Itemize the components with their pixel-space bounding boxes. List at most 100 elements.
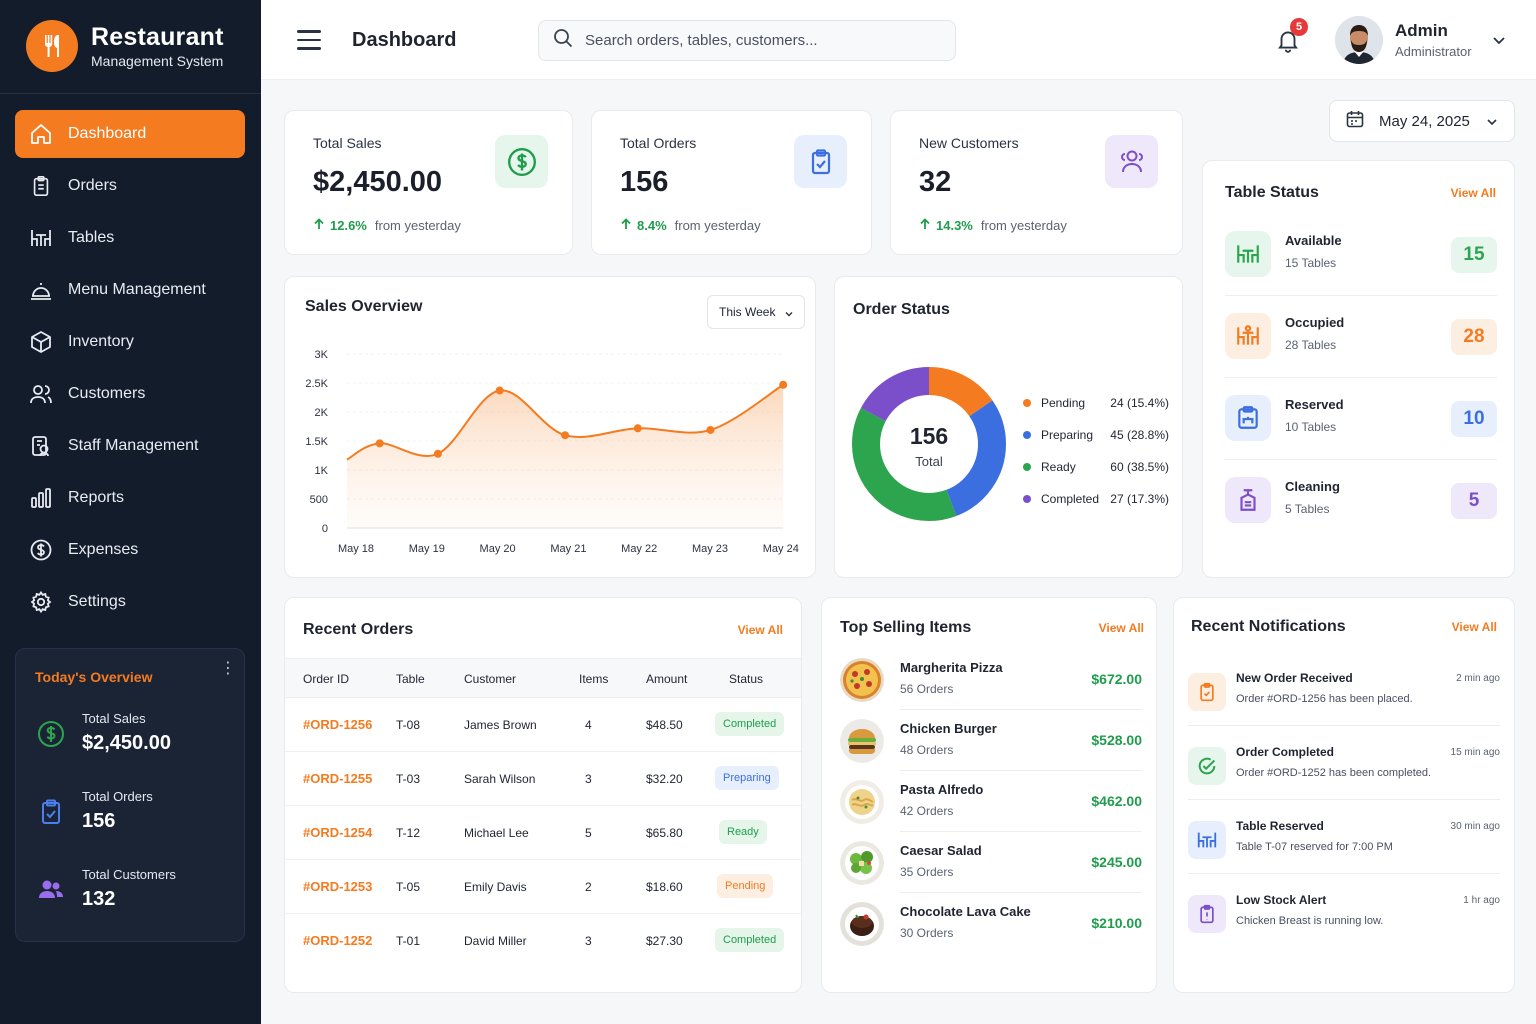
item-orders: 42 Orders — [900, 804, 954, 818]
stat-change: 14.3% from yesterday — [919, 218, 1067, 233]
stat-label: Total Orders — [620, 135, 697, 151]
view-all-link[interactable]: View All — [737, 623, 783, 637]
y-tick-label: 500 — [310, 494, 328, 506]
notification-item[interactable]: Low Stock Alert Chicken Breast is runnin… — [1188, 893, 1500, 953]
table-row[interactable]: #ORD-1256 T-08 James Brown 4 $48.50 Comp… — [285, 698, 801, 752]
divider — [900, 831, 1142, 832]
view-all-link[interactable]: View All — [1098, 621, 1144, 635]
sidebar-item-settings[interactable]: Settings — [15, 578, 245, 626]
item-orders: 35 Orders — [900, 865, 954, 879]
sales-data-point[interactable] — [433, 449, 442, 458]
item-name: Margherita Pizza — [900, 660, 1003, 675]
notification-item[interactable]: Order Completed Order #ORD-1252 has been… — [1188, 745, 1500, 805]
sidebar-item-staff-management[interactable]: Staff Management — [15, 422, 245, 470]
table-status-cleaning[interactable]: Cleaning 5 Tables 5 — [1225, 471, 1497, 531]
status-sub: 28 Tables — [1285, 338, 1337, 352]
table-status-reserved[interactable]: Reserved 10 Tables 10 — [1225, 389, 1497, 449]
table-status-available[interactable]: Available 15 Tables 15 — [1225, 225, 1497, 285]
notification-item[interactable]: Table Reserved Table T-07 reserved for 7… — [1188, 819, 1500, 879]
order-status-card: Order Status 156 Total Pending 24 (15.4%)… — [834, 276, 1183, 578]
list-item[interactable]: Chicken Burger 48 Orders $528.00 — [840, 711, 1142, 771]
status-sub: 15 Tables — [1285, 256, 1337, 270]
table-icon — [1188, 821, 1226, 859]
notification-time: 30 min ago — [1450, 821, 1500, 832]
search-input[interactable] — [585, 32, 925, 49]
table-row[interactable]: #ORD-1252 T-01 David Miller 3 $27.30 Com… — [285, 914, 801, 968]
reserved-icon — [1225, 395, 1271, 441]
table-row[interactable]: #ORD-1253 T-05 Emily Davis 2 $18.60 Pend… — [285, 860, 801, 914]
stat-value: 156 — [620, 166, 669, 198]
menu-toggle-icon[interactable] — [297, 30, 321, 56]
clipboard-check-icon — [794, 135, 847, 188]
sales-data-point[interactable] — [633, 424, 642, 433]
order-id-link[interactable]: #ORD-1256 — [303, 717, 373, 732]
list-item[interactable]: Chocolate Lava Cake 30 Orders $210.00 — [840, 894, 1142, 954]
y-tick-label: 1.5K — [305, 436, 328, 448]
order-id-link[interactable]: #ORD-1254 — [303, 825, 373, 840]
bell-icon[interactable] — [1275, 27, 1301, 58]
sidebar-item-reports[interactable]: Reports — [15, 474, 245, 522]
occupied-table-icon — [1225, 313, 1271, 359]
avatar[interactable] — [1335, 16, 1383, 64]
date-picker[interactable]: May 24, 2025 — [1329, 100, 1515, 142]
sales-data-point[interactable] — [706, 425, 715, 434]
legend-dot — [1023, 431, 1031, 439]
sidebar-item-orders[interactable]: Orders — [15, 162, 245, 210]
legend-label: Ready — [1041, 460, 1076, 474]
chevron-down-icon[interactable] — [1492, 33, 1506, 52]
donut-segment-ready[interactable] — [852, 367, 1006, 521]
donut-total: 156 — [910, 423, 948, 449]
list-item[interactable]: Pasta Alfredo 42 Orders $462.00 — [840, 772, 1142, 832]
view-all-link[interactable]: View All — [1451, 620, 1497, 634]
table-status-occupied[interactable]: Occupied 28 Tables 28 — [1225, 307, 1497, 367]
status-badge: Preparing — [715, 766, 779, 790]
cell-customer: Michael Lee — [464, 826, 529, 840]
sales-data-point[interactable] — [779, 380, 788, 389]
cell-table: T-05 — [396, 880, 421, 894]
user-role: Administrator — [1395, 44, 1472, 59]
donut-segment-completed[interactable] — [852, 367, 1006, 521]
calendar-icon — [1345, 109, 1365, 133]
sidebar-item-label: Staff Management — [68, 437, 199, 454]
sidebar-item-tables[interactable]: Tables — [15, 214, 245, 262]
sidebar-item-inventory[interactable]: Inventory — [15, 318, 245, 366]
search-bar[interactable] — [538, 20, 956, 61]
status-badge: Completed — [715, 712, 785, 736]
list-item[interactable]: Caesar Salad 35 Orders $245.00 — [840, 833, 1142, 893]
sales-data-point[interactable] — [375, 439, 384, 448]
arrow-up-icon — [919, 218, 931, 233]
more-options-icon[interactable]: ⋮ — [220, 660, 236, 677]
item-name: Chocolate Lava Cake — [900, 904, 1031, 919]
donut-segment-preparing[interactable] — [852, 367, 1006, 521]
sidebar-item-customers[interactable]: Customers — [15, 370, 245, 418]
notification-item[interactable]: New Order Received Order #ORD-1256 has b… — [1188, 671, 1500, 731]
divider — [0, 93, 261, 94]
order-id-link[interactable]: #ORD-1255 — [303, 771, 373, 786]
sidebar-item-expenses[interactable]: Expenses — [15, 526, 245, 574]
sidebar-item-menu-management[interactable]: Menu Management — [15, 266, 245, 314]
table-row[interactable]: #ORD-1254 T-12 Michael Lee 5 $65.80 Read… — [285, 806, 801, 860]
table-row[interactable]: #ORD-1255 T-03 Sarah Wilson 3 $32.20 Pre… — [285, 752, 801, 806]
order-id-link[interactable]: #ORD-1252 — [303, 933, 373, 948]
range-select[interactable]: This Week — [707, 295, 805, 329]
sales-data-point[interactable] — [561, 431, 570, 440]
x-tick-label: May 22 — [621, 543, 657, 555]
legend-value: 60 (38.5%) — [1110, 460, 1169, 474]
stat-value: 32 — [919, 166, 952, 198]
sidebar-item-dashboard[interactable]: Dashboard — [15, 110, 245, 158]
clipboard-icon — [36, 797, 66, 827]
sales-overview-card: Sales Overview This Week 3K 2.5K 2K 1.5K 1K 5… — [284, 276, 816, 578]
card-title: Recent Notifications — [1191, 618, 1346, 635]
notification-desc: Chicken Breast is running low. — [1236, 915, 1384, 927]
overview-value: $2,450.00 — [82, 732, 171, 754]
notification-desc: Order #ORD-1252 has been completed. — [1236, 767, 1432, 779]
brand[interactable]: Restaurant Management System — [26, 20, 224, 72]
y-tick-label: 0 — [322, 523, 328, 535]
order-id-link[interactable]: #ORD-1253 — [303, 879, 373, 894]
list-item[interactable]: Margherita Pizza 56 Orders $672.00 — [840, 650, 1142, 710]
sidebar: Restaurant Management System Dashboard O… — [0, 0, 261, 1024]
sales-data-point[interactable] — [495, 386, 504, 395]
user-name[interactable]: Admin — [1395, 21, 1448, 40]
x-tick-label: May 20 — [480, 543, 516, 555]
view-all-link[interactable]: View All — [1450, 186, 1496, 200]
